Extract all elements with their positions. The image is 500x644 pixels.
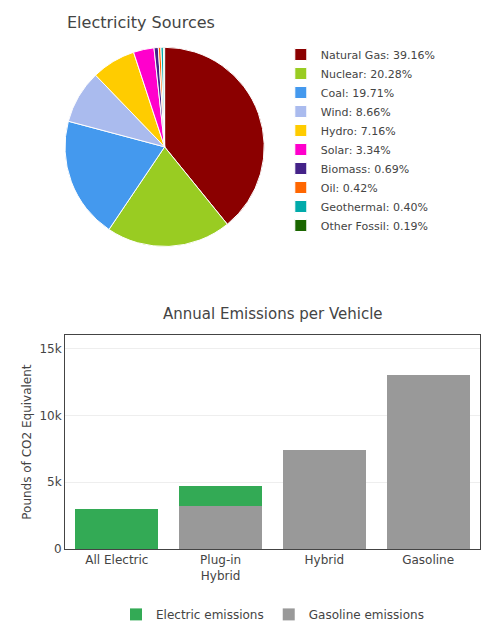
svg-text:5k: 5k [47, 475, 62, 489]
svg-text:Pounds of CO2 Equivalent: Pounds of CO2 Equivalent [20, 364, 34, 520]
svg-text:Wind: 8.66%: Wind: 8.66% [321, 106, 391, 119]
svg-text:Plug-inHybrid: Plug-inHybrid [200, 553, 241, 583]
svg-text:Solar: 3.34%: Solar: 3.34% [321, 144, 391, 157]
svg-text:Hydro: 7.16%: Hydro: 7.16% [321, 125, 396, 138]
svg-text:Oil: 0.42%: Oil: 0.42% [321, 182, 378, 195]
svg-text:Coal: 19.71%: Coal: 19.71% [321, 87, 394, 100]
svg-text:Electricity Sources: Electricity Sources [67, 13, 215, 32]
svg-text:Gasoline emissions: Gasoline emissions [309, 608, 424, 622]
svg-text:0: 0 [54, 542, 62, 556]
svg-text:Gasoline: Gasoline [402, 553, 454, 567]
svg-text:Other Fossil: 0.19%: Other Fossil: 0.19% [321, 220, 428, 233]
svg-text:Annual Emissions per Vehicle: Annual Emissions per Vehicle [163, 305, 383, 323]
svg-text:All Electric: All Electric [85, 553, 148, 567]
svg-text:Natural Gas: 39.16%: Natural Gas: 39.16% [321, 49, 435, 62]
svg-text:Geothermal: 0.40%: Geothermal: 0.40% [321, 201, 428, 214]
svg-text:Biomass: 0.69%: Biomass: 0.69% [321, 163, 409, 176]
svg-text:10k: 10k [39, 409, 61, 423]
svg-text:Electric emissions: Electric emissions [156, 608, 264, 622]
svg-text:15k: 15k [39, 342, 61, 356]
svg-text:Hybrid: Hybrid [305, 553, 345, 567]
svg-text:Nuclear: 20.28%: Nuclear: 20.28% [321, 68, 412, 81]
